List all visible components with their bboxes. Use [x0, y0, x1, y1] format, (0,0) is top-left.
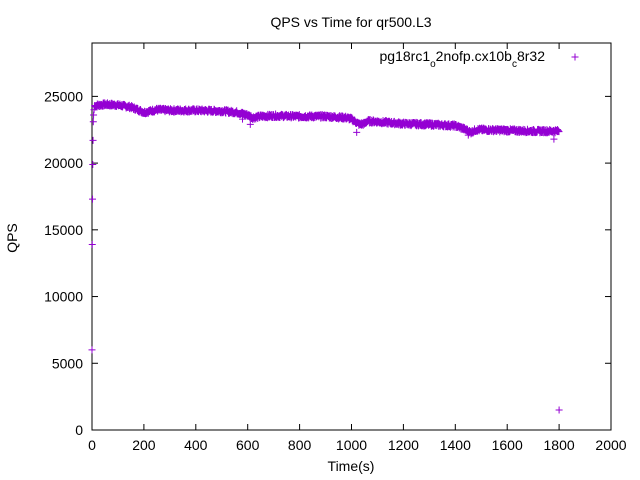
- y-tick-label: 5000: [52, 355, 83, 371]
- legend-marker-symbol: [571, 53, 579, 61]
- y-tick-label: 10000: [44, 289, 83, 305]
- data-points: [88, 99, 563, 414]
- data-point-outlier: [90, 111, 98, 119]
- data-point-outlier: [88, 346, 96, 354]
- plot-border: [91, 42, 612, 431]
- legend-label-subscript: c: [512, 59, 517, 70]
- axis-ticks: 0 200 400 600 800 1000 1200 1400 1600 1800 2000050…: [44, 43, 627, 453]
- legend-label: pg18rc1o2nofp.cx10bc8r32: [380, 48, 546, 70]
- data-point-outlier: [89, 136, 97, 144]
- x-tick-label: 1000: [336, 437, 367, 453]
- x-tick-label: 1400: [440, 437, 471, 453]
- chart-title: QPS vs Time for qr500.L3: [270, 14, 431, 30]
- x-tick-label: 0: [88, 437, 96, 453]
- data-point-outlier: [555, 406, 563, 414]
- x-tick-label: 1200: [388, 437, 419, 453]
- data-point-outlier: [90, 106, 98, 114]
- data-point-outlier: [89, 160, 97, 168]
- x-tick-label: 1800: [544, 437, 575, 453]
- legend: pg18rc1o2nofp.cx10bc8r32: [380, 48, 579, 70]
- legend-label-part: pg18rc1: [380, 48, 431, 64]
- x-tick-label: 1600: [492, 437, 523, 453]
- legend-label-part: 8r32: [517, 48, 545, 64]
- data-point-outlier: [89, 118, 97, 126]
- data-point-outlier: [88, 241, 96, 249]
- legend-label-subscript: o: [430, 59, 436, 70]
- data-point: [555, 128, 563, 136]
- x-tick-label: 2000: [595, 437, 626, 453]
- legend-label-part: 2nofp.cx10b: [436, 48, 512, 64]
- data-point-outlier: [464, 131, 472, 139]
- x-tick-label: 600: [236, 437, 260, 453]
- y-tick-label: 20000: [44, 155, 83, 171]
- x-tick-label: 200: [132, 437, 156, 453]
- y-tick-label: 15000: [44, 222, 83, 238]
- data-point-outlier: [239, 115, 247, 123]
- y-tick-label: 0: [75, 422, 83, 438]
- data-point-outlier: [246, 120, 254, 128]
- x-tick-label: 400: [184, 437, 208, 453]
- data-point-outlier: [550, 135, 558, 143]
- legend-marker: [571, 53, 579, 61]
- data-point-outlier: [89, 195, 97, 203]
- x-axis-label: Time(s): [328, 458, 375, 474]
- y-tick-label: 25000: [44, 88, 83, 104]
- x-tick-label: 800: [288, 437, 312, 453]
- y-axis-label: QPS: [4, 223, 20, 253]
- data-point-outlier: [353, 128, 361, 136]
